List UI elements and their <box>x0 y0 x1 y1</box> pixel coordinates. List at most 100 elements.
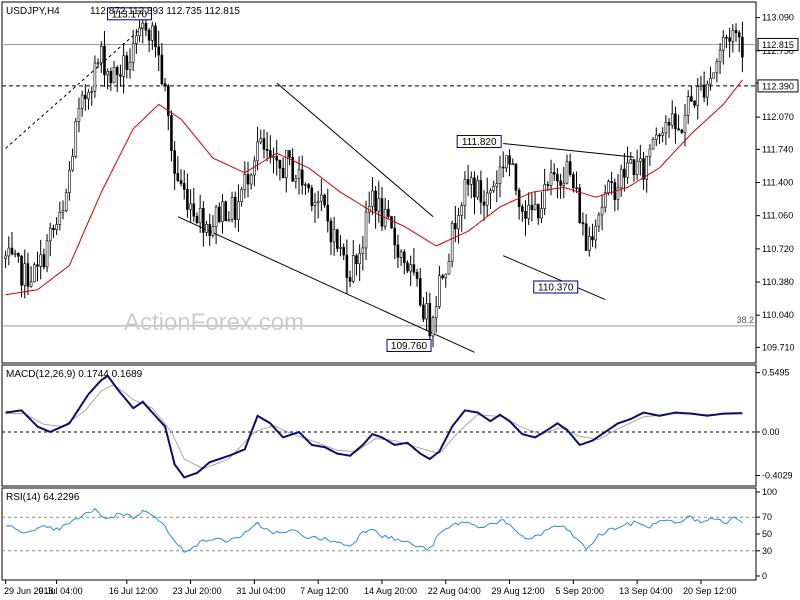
candle-body <box>725 36 728 39</box>
candle-body <box>182 183 186 190</box>
candle-body <box>288 150 291 158</box>
candle-body <box>342 247 345 256</box>
macd-panel: 0.5495 0.00 -0.4029 MACD(12,26,9) 0.1744 0… <box>1 364 793 487</box>
candle-body <box>29 281 33 287</box>
candle-body <box>403 251 406 264</box>
price-y-tick-label: 111.060 <box>762 211 793 221</box>
candle-body <box>313 202 317 206</box>
candle-body <box>48 227 52 242</box>
candle-body <box>278 159 282 169</box>
candle-body <box>320 194 323 202</box>
candle-body <box>20 255 23 286</box>
candle-body <box>348 277 352 282</box>
candle-body <box>336 229 339 249</box>
candle-body <box>173 150 176 174</box>
candle-body <box>450 223 454 262</box>
price-annotation-label: 110.370 <box>538 282 574 293</box>
candle-body <box>112 67 116 84</box>
candle-body <box>737 32 741 38</box>
candle-body <box>42 254 46 268</box>
time-axis-tick-label: 16 Jul 12:00 <box>109 586 158 596</box>
candle-body <box>393 227 397 246</box>
candle-body <box>505 155 508 169</box>
fib-level-label: 38.2 <box>736 315 754 325</box>
candle-body <box>300 169 304 186</box>
candle-body <box>431 317 435 337</box>
candle-body <box>326 204 330 222</box>
time-axis-tick-label: 7 Aug 12:00 <box>300 586 348 596</box>
candle-body <box>469 177 473 185</box>
candle-body <box>479 180 483 203</box>
rsi-y-axis: 100 70 50 30 0 <box>756 487 777 581</box>
price-trendlines <box>5 21 635 353</box>
candle-body <box>629 159 633 164</box>
candle-body <box>594 225 597 241</box>
candle-body <box>170 115 173 151</box>
time-axis-tick-label: 22 Aug 04:00 <box>428 586 481 596</box>
time-axis-tick-label: 29 Aug 12:00 <box>492 586 545 596</box>
price-annotation-label: 111.820 <box>462 137 497 148</box>
candle-body <box>415 271 419 279</box>
macd-y-axis: 0.5495 0.00 -0.4029 <box>756 368 793 481</box>
rsi-panel: 100 70 50 30 0 RSI(14) 64.2296 <box>1 487 777 581</box>
time-axis-tick-label: 13 Sep 04:00 <box>619 586 673 596</box>
candle-body <box>623 168 626 178</box>
candle-body <box>339 247 342 249</box>
candle-body <box>485 192 489 206</box>
candle-body <box>540 208 543 219</box>
candle-body <box>358 253 361 264</box>
candle-body <box>80 94 84 109</box>
candle-body <box>501 166 505 169</box>
candle-body <box>699 84 703 87</box>
candle-body <box>565 161 569 184</box>
candle-body <box>4 255 7 259</box>
candle-body <box>192 203 196 217</box>
rsi-y-tick-label: 30 <box>762 546 772 556</box>
candle-body <box>447 261 451 275</box>
macd-panel-frame <box>1 364 757 487</box>
candle-body <box>55 224 58 230</box>
time-axis-tick-label: 9 Jul 04:00 <box>39 586 83 596</box>
candle-body <box>237 201 240 220</box>
time-axis-tick-label: 5 Sep 20:00 <box>555 586 604 596</box>
candle-body <box>115 67 119 76</box>
candle-body <box>721 36 725 51</box>
candle-body <box>186 189 189 210</box>
time-axis-tick-label: 31 Jul 04:00 <box>236 586 285 596</box>
candle-body <box>218 206 221 222</box>
candle-body <box>533 203 537 211</box>
candle-body <box>715 61 719 74</box>
price-annotation-box <box>456 135 502 149</box>
macd-lines <box>2 374 756 479</box>
candle-body <box>686 96 690 116</box>
candle-body <box>291 156 294 182</box>
price-y-tick-label: 112.070 <box>762 112 794 122</box>
candle-body <box>230 196 234 221</box>
price-panel: 113.090112.750112.420112.070111.740111.4… <box>1 1 799 364</box>
candle-body <box>425 303 428 320</box>
candle-body <box>179 180 183 184</box>
candle-body <box>654 134 658 140</box>
candle-body <box>90 90 94 93</box>
candle-body <box>642 158 645 180</box>
candle-body <box>281 167 285 178</box>
candle-body <box>256 141 259 162</box>
candle-body <box>157 46 160 56</box>
candle-body <box>109 71 113 84</box>
candle-body <box>549 172 553 186</box>
price-y-tick-label: 110.040 <box>762 310 794 320</box>
price-y-tick-label: 111.740 <box>762 144 793 154</box>
macd-y-tick-label: 0.00 <box>762 427 780 437</box>
candle-body <box>163 83 167 87</box>
price-annotation-box <box>107 7 153 21</box>
candle-body <box>141 23 145 29</box>
candle-body <box>603 192 607 208</box>
candle-body <box>664 121 668 134</box>
candle-body <box>87 91 90 100</box>
candle-body <box>253 160 256 176</box>
candle-body <box>151 25 154 41</box>
candle-body <box>422 304 425 320</box>
candle-body <box>728 37 731 42</box>
candle-body <box>661 132 664 136</box>
candle-body <box>572 174 575 189</box>
